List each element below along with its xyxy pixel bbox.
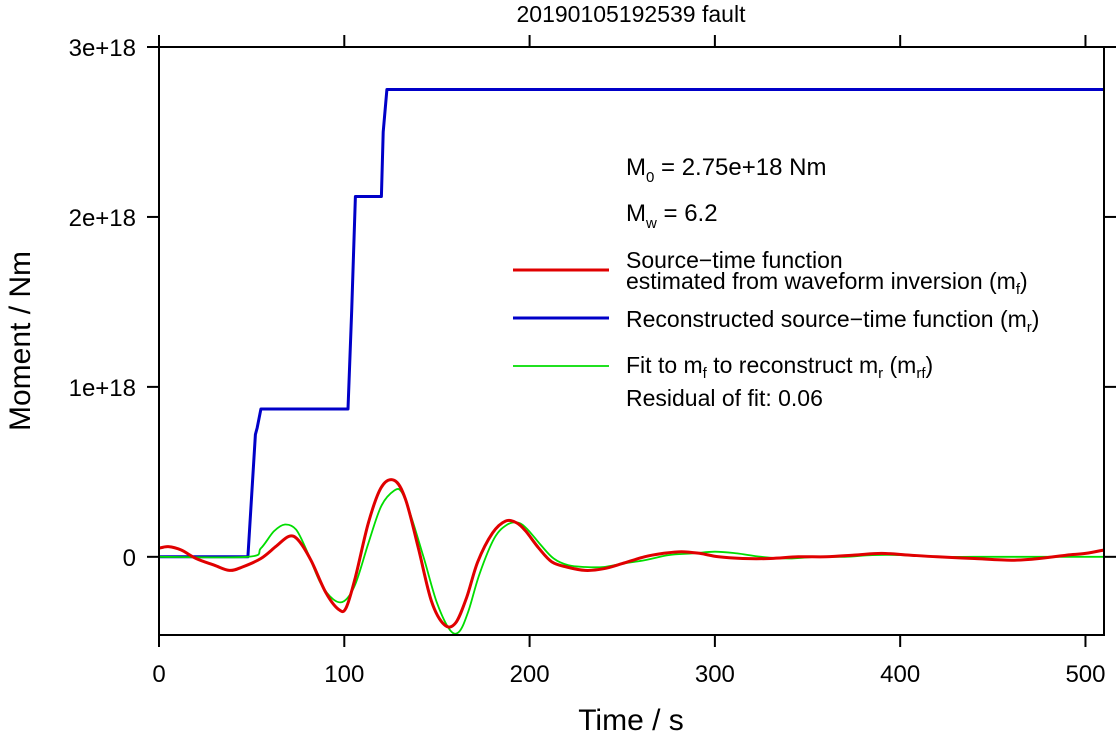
x-tick-label: 100 (324, 661, 364, 688)
residual-annotation: Residual of fit: 0.06 (626, 385, 823, 411)
mw-annotation: Mw = 6.2 (626, 200, 718, 232)
y-tick-label: 0 (123, 545, 136, 572)
plot-frame (158, 46, 1105, 636)
legend-label-red-line2: estimated from waveform inversion (mf) (626, 268, 1028, 298)
x-tick-label: 200 (510, 661, 550, 688)
y-tick-label: 3e+18 (69, 35, 136, 62)
series-line-blue (159, 88, 1104, 559)
x-tick-label: 500 (1065, 661, 1105, 688)
series-layer (158, 88, 1105, 635)
legend-label-blue: Reconstructed source−time function (mr) (626, 306, 1039, 336)
m0-annotation: M0 = 2.75e+18 Nm (626, 154, 826, 186)
legend-label-green: Fit to mf to reconstruct mr (mrf) (626, 352, 933, 382)
x-tick-label: 0 (152, 661, 165, 688)
legend: Source−time function estimated from wave… (513, 247, 1039, 382)
ticks-layer: 0 100 200 300 400 500 0 1e+18 2e+18 3e+18 (69, 35, 1116, 688)
y-axis-title: Moment / Nm (4, 251, 37, 431)
y-tick-label: 1e+18 (69, 375, 136, 402)
series-line-red (158, 478, 1105, 629)
x-axis-title: Time / s (578, 704, 684, 736)
x-tick-label: 300 (695, 661, 735, 688)
x-tick-label: 400 (880, 661, 920, 688)
chart-title: 20190105192539 fault (517, 1, 747, 27)
legend-label-red: Source−time function (626, 247, 843, 273)
y-tick-label: 2e+18 (69, 205, 136, 232)
